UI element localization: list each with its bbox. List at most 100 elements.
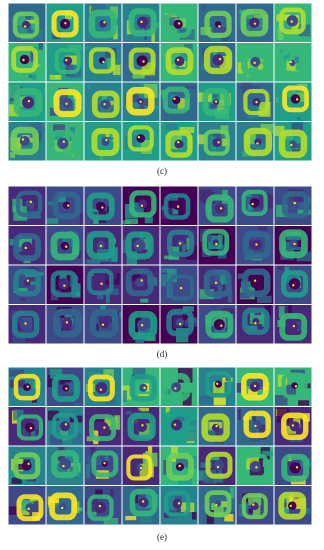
feature-texture bbox=[97, 292, 104, 300]
feature-texture bbox=[26, 19, 38, 24]
feature-texture bbox=[224, 513, 234, 522]
feature-texture bbox=[91, 518, 106, 525]
feature-spot bbox=[173, 423, 177, 426]
feature-texture bbox=[163, 255, 177, 260]
feature-texture bbox=[10, 151, 16, 158]
feature-texture bbox=[285, 425, 296, 434]
feature-center bbox=[290, 94, 301, 104]
feature-texture bbox=[31, 73, 37, 81]
feature-ring bbox=[51, 413, 79, 440]
feature-center bbox=[212, 54, 224, 66]
feature-texture bbox=[96, 103, 101, 110]
feature-ring bbox=[205, 451, 233, 479]
feature-texture bbox=[175, 457, 191, 468]
feature-texture bbox=[239, 292, 250, 299]
feature-spot bbox=[105, 138, 108, 142]
feature-ring bbox=[11, 310, 40, 339]
feature-ring bbox=[164, 10, 192, 38]
feature-map bbox=[198, 43, 236, 82]
feature-texture bbox=[14, 98, 30, 107]
feature-texture bbox=[132, 94, 139, 103]
feature-spot bbox=[178, 464, 181, 468]
feature-spot bbox=[176, 205, 180, 208]
feature-texture bbox=[122, 385, 132, 400]
feature-ring bbox=[166, 452, 194, 481]
feature-map bbox=[122, 122, 160, 161]
feature-texture bbox=[210, 35, 222, 42]
feature-spot bbox=[295, 98, 299, 101]
feature-texture bbox=[230, 486, 235, 499]
feature-texture bbox=[63, 378, 71, 383]
feature-spot bbox=[103, 103, 106, 106]
feature-texture bbox=[220, 501, 228, 508]
feature-texture bbox=[65, 55, 80, 65]
feature-spot bbox=[255, 243, 258, 246]
feature-center bbox=[135, 277, 145, 287]
feature-ring bbox=[163, 193, 191, 220]
feature-map bbox=[160, 226, 198, 265]
feature-ring bbox=[161, 372, 191, 402]
feature-texture bbox=[79, 213, 84, 225]
feature-spot bbox=[22, 58, 25, 62]
feature-map bbox=[274, 3, 312, 42]
feature-center bbox=[21, 460, 32, 471]
feature-ring bbox=[128, 47, 156, 75]
feature-texture bbox=[32, 29, 44, 40]
feature-ring bbox=[205, 310, 234, 339]
feature-texture bbox=[212, 91, 218, 99]
feature-texture bbox=[8, 506, 19, 515]
feature-center bbox=[252, 419, 262, 429]
feature-ring bbox=[204, 10, 232, 39]
feature-map bbox=[84, 82, 122, 121]
feature-spot bbox=[217, 141, 220, 144]
feature-ring bbox=[203, 269, 232, 298]
feature-center bbox=[59, 502, 67, 510]
feature-texture bbox=[47, 201, 57, 206]
feature-ring bbox=[162, 410, 191, 439]
feature-ring bbox=[201, 413, 230, 442]
feature-texture bbox=[276, 204, 288, 218]
feature-texture bbox=[77, 507, 82, 511]
feature-ring bbox=[205, 371, 232, 398]
feature-texture bbox=[8, 85, 21, 98]
feature-center bbox=[250, 56, 261, 67]
feature-spot bbox=[293, 242, 296, 246]
feature-texture bbox=[9, 369, 25, 377]
feature-map bbox=[46, 486, 84, 525]
feature-spot bbox=[103, 21, 106, 24]
feature-map bbox=[198, 226, 236, 265]
feature-texture bbox=[139, 132, 154, 138]
feature-spot bbox=[29, 426, 33, 430]
feature-center bbox=[136, 55, 148, 67]
feature-texture bbox=[126, 411, 132, 415]
feature-texture bbox=[175, 411, 182, 423]
feature-texture bbox=[286, 61, 296, 71]
feature-map bbox=[198, 186, 236, 225]
panel-label: (d) bbox=[157, 349, 168, 359]
feature-texture bbox=[46, 218, 59, 224]
feature-ring bbox=[166, 308, 194, 337]
feature-spot bbox=[99, 244, 103, 248]
feature-texture bbox=[87, 84, 91, 89]
feature-spot bbox=[253, 384, 257, 388]
feature-texture bbox=[248, 240, 253, 248]
feature-center bbox=[173, 19, 183, 29]
feature-ring bbox=[165, 47, 194, 76]
feature-map bbox=[46, 186, 84, 225]
feature-map bbox=[274, 407, 312, 446]
feature-spot bbox=[64, 423, 68, 426]
feature-ring bbox=[281, 191, 310, 219]
feature-spot bbox=[290, 143, 293, 147]
feature-center bbox=[212, 138, 222, 147]
feature-texture bbox=[162, 382, 177, 390]
feature-spot bbox=[214, 281, 218, 284]
feature-map bbox=[84, 305, 122, 344]
feature-texture bbox=[293, 72, 308, 81]
feature-spot bbox=[140, 204, 144, 207]
feature-texture bbox=[110, 489, 115, 497]
feature-texture bbox=[245, 192, 252, 197]
feature-texture bbox=[143, 238, 151, 250]
feature-map bbox=[46, 43, 84, 82]
feature-map bbox=[236, 82, 274, 121]
